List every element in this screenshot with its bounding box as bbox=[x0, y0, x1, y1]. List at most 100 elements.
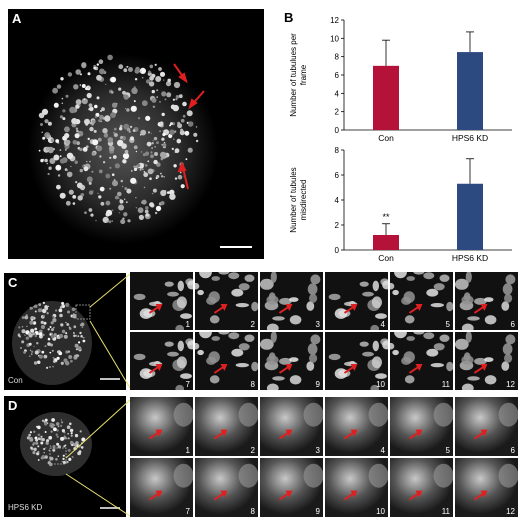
frame-number: 3 bbox=[315, 446, 320, 455]
timelapse-frame: 6 bbox=[455, 397, 518, 456]
panel-c-timelapse: 1 2 3 4 5 6 7 8 9 10 11 12 bbox=[130, 272, 518, 390]
y-axis-label: Number of tubulues perframe bbox=[289, 33, 308, 117]
timelapse-frame: 3 bbox=[260, 397, 323, 456]
red-arrow bbox=[343, 366, 355, 374]
frame-number: 4 bbox=[380, 446, 385, 455]
frame-image bbox=[195, 272, 258, 324]
bar-con bbox=[373, 235, 399, 250]
frame-image bbox=[195, 397, 258, 456]
y-tick-label: 8 bbox=[335, 53, 340, 62]
timelapse-frame: 9 bbox=[260, 458, 323, 517]
red-arrow bbox=[278, 306, 290, 314]
bar-hps6-kd bbox=[457, 52, 483, 131]
vesicle-spots bbox=[38, 54, 199, 225]
red-arrow bbox=[148, 306, 160, 314]
red-arrow bbox=[278, 366, 290, 374]
red-arrow bbox=[343, 306, 355, 314]
bar-con bbox=[373, 65, 399, 130]
red-arrow bbox=[278, 492, 290, 501]
condition-label-con: Con bbox=[8, 376, 23, 385]
frame-number: 9 bbox=[315, 380, 320, 389]
frame-image bbox=[325, 397, 388, 456]
y-tick-label: 4 bbox=[335, 196, 340, 205]
frame-number: 7 bbox=[185, 507, 190, 516]
timelapse-frame: 4 bbox=[325, 272, 388, 330]
zoom-line bbox=[65, 473, 131, 517]
timelapse-frame: 11 bbox=[390, 458, 453, 517]
frame-image bbox=[195, 458, 258, 517]
frame-image bbox=[325, 458, 388, 517]
red-arrow bbox=[408, 306, 420, 314]
panel-a-image: A bbox=[8, 9, 264, 259]
frame-number: 3 bbox=[315, 320, 320, 329]
vesicle-spots bbox=[17, 301, 86, 369]
cell-image-a bbox=[28, 54, 252, 248]
panel-letter-b: B bbox=[284, 10, 294, 25]
timelapse-frame: 5 bbox=[390, 272, 453, 330]
timelapse-frame: 2 bbox=[195, 272, 258, 330]
timelapse-frame: 1 bbox=[130, 397, 193, 456]
y-tick-label: 0 bbox=[335, 126, 340, 135]
frame-image bbox=[390, 332, 453, 384]
timelapse-frame: 5 bbox=[390, 397, 453, 456]
y-axis-label: Number of tubulesmisdirected bbox=[289, 167, 308, 232]
panel-c-overview: C Con bbox=[4, 273, 126, 390]
frame-number: 10 bbox=[376, 380, 385, 389]
y-tick-label: 2 bbox=[335, 221, 340, 230]
red-arrow bbox=[213, 366, 225, 374]
red-arrow bbox=[343, 492, 355, 501]
red-arrow bbox=[473, 306, 485, 314]
timelapse-frame: 4 bbox=[325, 397, 388, 456]
panel-b-charts: 0 2 4 6 8 10 12 Number of tubulues perframe Con H… bbox=[289, 16, 512, 262]
y-tick-label: 12 bbox=[330, 16, 339, 25]
frame-number: 5 bbox=[445, 320, 450, 329]
frame-number: 11 bbox=[441, 380, 450, 389]
bar-hps6-kd bbox=[457, 183, 483, 250]
frame-number: 6 bbox=[510, 446, 515, 455]
frame-number: 11 bbox=[441, 507, 450, 516]
frame-image bbox=[455, 272, 516, 330]
panel-d-timelapse: 1 2 3 4 5 6 7 8 9 10 11 12 bbox=[130, 397, 518, 517]
timelapse-frame: 2 bbox=[195, 397, 258, 456]
frame-image bbox=[455, 458, 518, 517]
timelapse-frame: 11 bbox=[390, 332, 453, 390]
timelapse-frame: 1 bbox=[130, 272, 193, 330]
red-arrow bbox=[343, 431, 355, 440]
frame-number: 2 bbox=[250, 320, 255, 329]
panel-d-overview: D HPS6 KD bbox=[4, 396, 126, 517]
y-tick-label: 6 bbox=[335, 171, 340, 180]
category-label: HPS6 KD bbox=[452, 133, 488, 143]
red-arrow bbox=[278, 431, 290, 440]
red-arrow bbox=[213, 431, 225, 440]
frame-image bbox=[260, 397, 323, 456]
frame-number: 8 bbox=[250, 380, 255, 389]
timelapse-frame: 3 bbox=[260, 272, 323, 330]
frame-image bbox=[390, 397, 453, 456]
timelapse-frame: 6 bbox=[455, 272, 518, 330]
frame-number: 1 bbox=[185, 320, 190, 329]
frame-image bbox=[130, 458, 193, 517]
frame-image bbox=[260, 332, 321, 390]
frame-number: 4 bbox=[380, 320, 385, 329]
red-arrow bbox=[148, 366, 160, 374]
y-tick-label: 2 bbox=[335, 108, 340, 117]
y-tick-label: 10 bbox=[330, 34, 339, 43]
significance-label: ** bbox=[382, 212, 390, 222]
category-label: HPS6 KD bbox=[452, 253, 488, 262]
red-arrow bbox=[473, 366, 485, 374]
red-arrow bbox=[408, 431, 420, 440]
red-arrow bbox=[148, 431, 160, 440]
y-tick-label: 0 bbox=[335, 246, 340, 255]
frame-number: 12 bbox=[506, 507, 515, 516]
red-arrow bbox=[408, 366, 420, 374]
red-arrows bbox=[173, 63, 205, 190]
frame-image bbox=[133, 338, 193, 390]
red-arrow bbox=[148, 492, 160, 501]
zoom-line bbox=[65, 399, 131, 459]
frame-image bbox=[260, 458, 323, 517]
timelapse-frame: 8 bbox=[195, 332, 258, 390]
category-label: Con bbox=[378, 133, 394, 143]
frame-number: 2 bbox=[250, 446, 255, 455]
red-arrow bbox=[473, 492, 485, 501]
frame-image bbox=[328, 338, 388, 390]
